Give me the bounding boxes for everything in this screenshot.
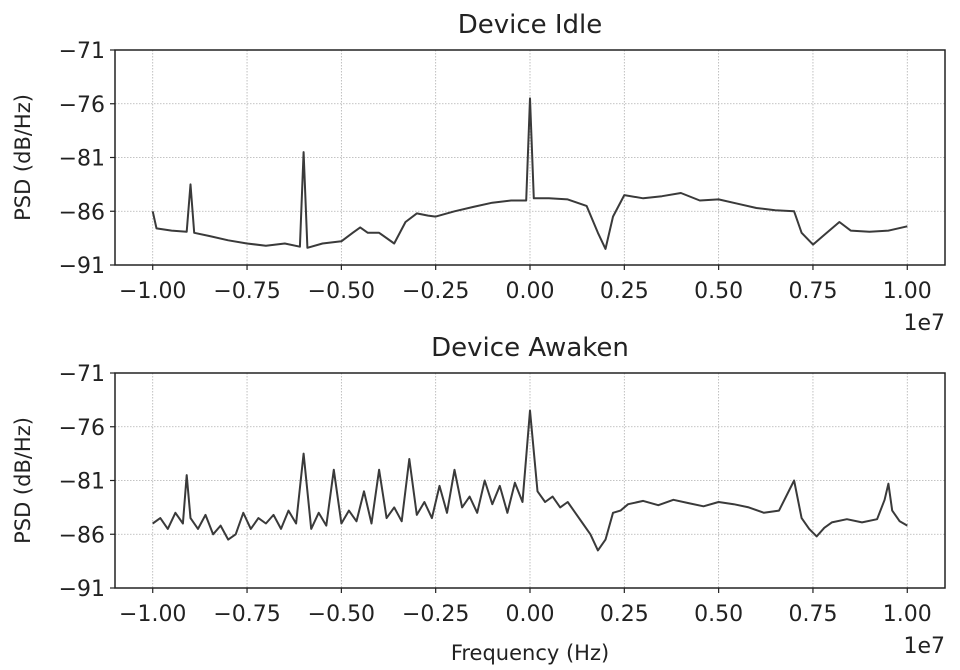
x-tick-label: 0.00 [506, 602, 555, 627]
awaken-psd-axes: −1.00 −0.75 −0.50 −0.25 0.00 0.25 0.50 0.75 1.00… [11, 333, 946, 665]
y-tick-label: −86 [59, 200, 105, 225]
y-tick-label: −76 [59, 93, 105, 118]
y-tick-label: −86 [59, 523, 105, 548]
x-tick-label: 1.00 [883, 279, 932, 304]
chart-title: Device Idle [458, 10, 603, 40]
x-offset-label: 1e7 [903, 634, 945, 659]
idle-psd-axes: −1.00 −0.75 −0.50 −0.25 0.00 0.25 0.50 0.75 1.00… [11, 10, 946, 336]
y-tick-label: −81 [59, 470, 105, 495]
x-axis-label: Frequency (Hz) [451, 641, 609, 665]
x-tick-label: 1.00 [883, 602, 932, 627]
x-tick-label: −0.25 [402, 279, 469, 304]
y-tick-label: −91 [59, 254, 105, 279]
psd-series-line [152, 409, 908, 552]
y-axis-label: PSD (dB/Hz) [11, 94, 35, 221]
x-tick-label: 0.25 [600, 279, 649, 304]
chart-title: Device Awaken [431, 333, 629, 363]
x-tick-label: −0.25 [402, 602, 469, 627]
x-tick-label: 0.50 [694, 279, 743, 304]
psd-series-line [151, 97, 908, 250]
x-tick-label: 0.50 [694, 602, 743, 627]
y-tick-label: −81 [59, 147, 105, 172]
y-tick-label: −71 [59, 362, 105, 387]
x-offset-label: 1e7 [903, 311, 945, 336]
x-tick-label: 0.00 [506, 279, 555, 304]
x-tick-label: 0.75 [788, 602, 837, 627]
y-tick-label: −71 [59, 39, 105, 64]
x-tick-label: −0.75 [213, 279, 280, 304]
y-axis-label: PSD (dB/Hz) [11, 417, 35, 544]
x-tick-label: 0.75 [788, 279, 837, 304]
x-tick-label: −0.75 [213, 602, 280, 627]
y-tick-label: −91 [59, 577, 105, 602]
y-tick-label: −76 [59, 416, 105, 441]
x-tick-label: −1.00 [119, 602, 186, 627]
x-tick-label: −0.50 [308, 279, 375, 304]
x-tick-label: 0.25 [600, 602, 649, 627]
x-tick-label: −0.50 [308, 602, 375, 627]
x-tick-label: −1.00 [119, 279, 186, 304]
